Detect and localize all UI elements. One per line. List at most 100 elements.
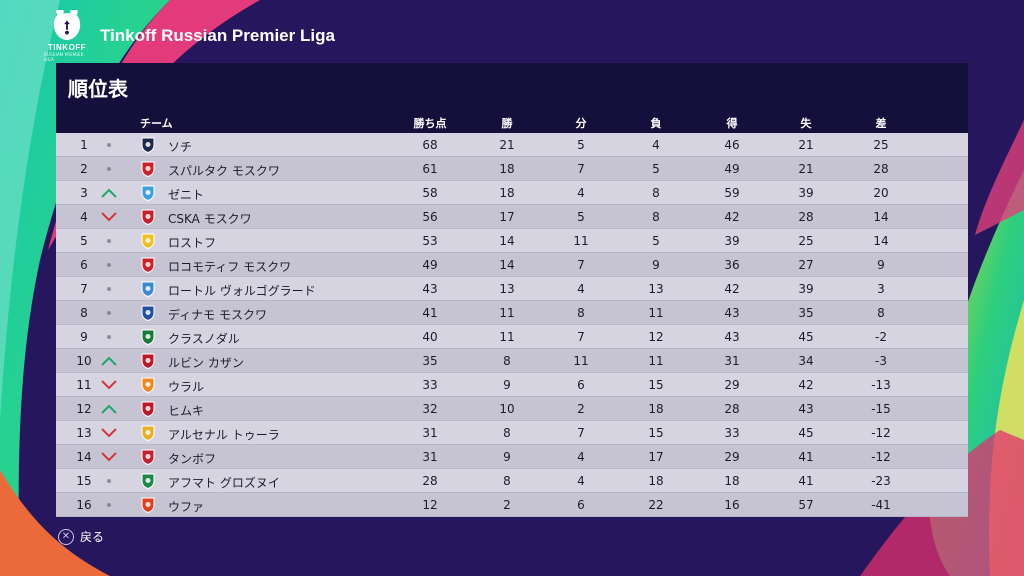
team-name: ソチ <box>168 140 193 154</box>
column-header-goal-difference: 差 <box>875 117 887 130</box>
losses: 9 <box>652 258 660 272</box>
draws: 11 <box>573 234 589 248</box>
points: 32 <box>422 402 438 416</box>
team-name: ルビン カザン <box>168 356 244 370</box>
table-row[interactable]: 4 CSKA モスクワ 56 17 5 8 42 28 14 <box>56 205 968 229</box>
goals-against: 45 <box>798 426 814 440</box>
rank: 14 <box>76 450 92 464</box>
table-row[interactable]: 5 ロストフ 53 14 11 5 39 25 14 <box>56 229 968 253</box>
goals-for: 28 <box>724 402 740 416</box>
goals-for: 18 <box>724 474 740 488</box>
table-row[interactable]: 6 ロコモティフ モスクワ 49 14 7 9 36 27 9 <box>56 253 968 277</box>
rank: 10 <box>76 354 92 368</box>
goals-against: 41 <box>798 474 814 488</box>
goals-against: 21 <box>798 162 814 176</box>
table-row[interactable]: 10 ルビン カザン 35 8 11 11 31 34 -3 <box>56 349 968 373</box>
goals-for: 16 <box>724 498 740 512</box>
back-button[interactable]: ✕ 戻る <box>58 528 104 545</box>
trend-icon <box>100 210 118 224</box>
goal-difference: -12 <box>871 426 891 440</box>
column-header-team: チーム <box>140 117 173 130</box>
table-row[interactable]: 8 ディナモ モスクワ 41 11 8 11 43 35 8 <box>56 301 968 325</box>
goal-difference: -2 <box>875 330 887 344</box>
team-name: CSKA モスクワ <box>168 212 252 226</box>
goals-for: 43 <box>724 306 740 320</box>
rank-down-arrow-icon <box>101 380 117 390</box>
table-row[interactable]: 1 ソチ 68 21 5 4 46 21 25 <box>56 133 968 157</box>
table-row[interactable]: 14 タンボフ 31 9 4 17 29 41 -12 <box>56 445 968 469</box>
rank-up-arrow-icon <box>101 356 117 366</box>
goals-for: 49 <box>724 162 740 176</box>
team-name: ロコモティフ モスクワ <box>168 260 292 274</box>
no-change-dot-icon <box>107 167 111 171</box>
points: 43 <box>422 282 438 296</box>
wins: 2 <box>503 498 511 512</box>
points: 12 <box>422 498 438 512</box>
points: 58 <box>422 186 438 200</box>
trend-icon <box>100 450 118 464</box>
losses: 11 <box>648 354 664 368</box>
goal-difference: -12 <box>871 450 891 464</box>
team-name: クラスノダル <box>168 332 240 346</box>
goals-for: 29 <box>724 378 740 392</box>
table-row[interactable]: 13 アルセナル トゥーラ 31 8 7 15 33 45 -12 <box>56 421 968 445</box>
tambov-crest-icon <box>140 449 156 466</box>
trend-icon <box>100 378 118 392</box>
goals-against: 25 <box>798 234 814 248</box>
table-row[interactable]: 2 スパルタク モスクワ 61 18 7 5 49 21 28 <box>56 157 968 181</box>
column-header-goals-for: 得 <box>726 117 738 130</box>
table-row[interactable]: 9 クラスノダル 40 11 7 12 43 45 -2 <box>56 325 968 349</box>
trend-icon <box>100 234 118 248</box>
draws: 7 <box>577 162 585 176</box>
points: 56 <box>422 210 438 224</box>
goals-against: 42 <box>798 378 814 392</box>
rank: 16 <box>76 498 92 512</box>
table-row[interactable]: 16 ウファ 12 2 6 22 16 57 -41 <box>56 493 968 517</box>
trend-icon <box>100 306 118 320</box>
trend-icon <box>100 402 118 416</box>
points: 49 <box>422 258 438 272</box>
table-row[interactable]: 15 アフマト グロズヌイ 28 8 4 18 18 41 -23 <box>56 469 968 493</box>
rank: 4 <box>80 210 88 224</box>
draws: 6 <box>577 378 585 392</box>
cross-button-icon: ✕ <box>58 528 74 545</box>
no-change-dot-icon <box>107 239 111 243</box>
goal-difference: 3 <box>877 282 885 296</box>
rank-down-arrow-icon <box>101 428 117 438</box>
rank: 6 <box>80 258 88 272</box>
rank-up-arrow-icon <box>101 188 117 198</box>
rank: 2 <box>80 162 88 176</box>
goals-against: 41 <box>798 450 814 464</box>
logo-subtext: RUSSIAN PREMIER LIGA <box>44 52 84 62</box>
table-row[interactable]: 11 ウラル 33 9 6 15 29 42 -13 <box>56 373 968 397</box>
app-header: TINKOFF RUSSIAN PREMIER LIGA Tinkoff Rus… <box>44 10 335 62</box>
table-row[interactable]: 3 ゼニト 58 18 4 8 59 39 20 <box>56 181 968 205</box>
team-name: ヒムキ <box>168 404 205 418</box>
goal-difference: -13 <box>871 378 891 392</box>
logo-text: TINKOFF <box>47 43 87 52</box>
rank: 8 <box>80 306 88 320</box>
wins: 18 <box>499 186 515 200</box>
losses: 15 <box>648 378 664 392</box>
team-name: ディナモ モスクワ <box>168 308 267 322</box>
draws: 2 <box>577 402 585 416</box>
goal-difference: 25 <box>873 138 889 152</box>
ufa-crest-icon <box>140 497 156 514</box>
team-name: ロストフ <box>168 236 217 250</box>
trend-icon <box>100 330 118 344</box>
goals-against: 45 <box>798 330 814 344</box>
goals-against: 39 <box>798 186 814 200</box>
points: 61 <box>422 162 438 176</box>
points: 28 <box>422 474 438 488</box>
trend-icon <box>100 162 118 176</box>
rotor-crest-icon <box>140 281 156 298</box>
losses: 22 <box>648 498 664 512</box>
cska-crest-icon <box>140 209 156 226</box>
draws: 4 <box>577 186 585 200</box>
akhmat-crest-icon <box>140 473 156 490</box>
goal-difference: 8 <box>877 306 885 320</box>
goals-for: 59 <box>724 186 740 200</box>
goal-difference: 14 <box>873 234 889 248</box>
table-row[interactable]: 7 ロートル ヴォルゴグラード 43 13 4 13 42 39 3 <box>56 277 968 301</box>
table-row[interactable]: 12 ヒムキ 32 10 2 18 28 43 -15 <box>56 397 968 421</box>
